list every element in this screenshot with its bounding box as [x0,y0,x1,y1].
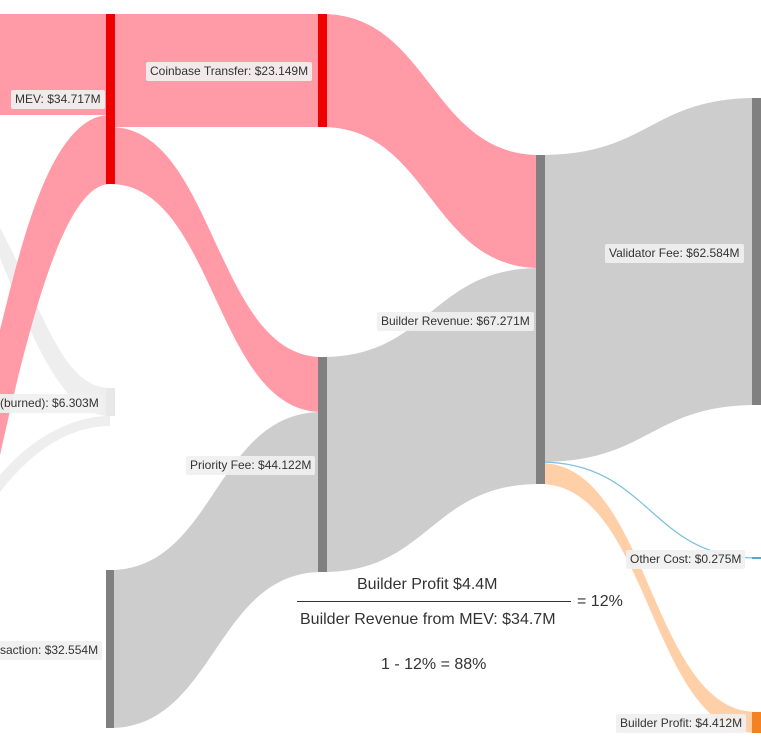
node-builder-profit[interactable] [752,712,761,733]
label-burned: (burned): $6.303M [0,394,103,413]
node-builder-revenue[interactable] [536,155,545,484]
label-mev: MEV: $34.717M [11,90,105,109]
link-revenue-profit [540,463,757,733]
label-priority-fee: Priority Fee: $44.122M [186,456,316,475]
link-transaction-priority [110,412,322,728]
node-burned[interactable] [106,388,115,416]
formula-complement: 1 - 12% = 88% [381,656,487,673]
fraction-line [297,601,571,602]
label-transaction: saction: $32.554M [0,641,103,660]
formula-result: = 12% [577,593,623,610]
label-validator-fee: Validator Fee: $62.584M [605,244,744,263]
label-builder-revenue: Builder Revenue: $67.271M [377,312,534,331]
link-mev-priority [110,127,322,412]
node-other-cost[interactable] [752,557,761,559]
link-lower-mev [0,115,110,455]
node-transaction[interactable] [106,570,114,728]
formula-denominator: Builder Revenue from MEV: $34.7M [300,611,556,628]
link-priority-revenue [322,268,540,572]
link-coinbase-validator [322,14,540,268]
formula-numerator: Builder Profit $4.4M [357,576,498,593]
node-priority[interactable] [318,357,327,572]
link-mev-source [0,14,110,115]
node-validator[interactable] [752,98,761,405]
node-coinbase[interactable] [318,14,327,127]
sankey-links [0,14,758,733]
label-builder-profit: Builder Profit: $4.412M [616,714,747,733]
label-other-cost: Other Cost: $0.275M [626,550,746,569]
sankey-nodes [106,14,761,733]
label-coinbase-transfer: Coinbase Transfer: $23.149M [146,62,313,81]
link-light-lower [0,416,110,492]
link-revenue-validator [540,98,757,462]
node-mev[interactable] [106,14,115,184]
